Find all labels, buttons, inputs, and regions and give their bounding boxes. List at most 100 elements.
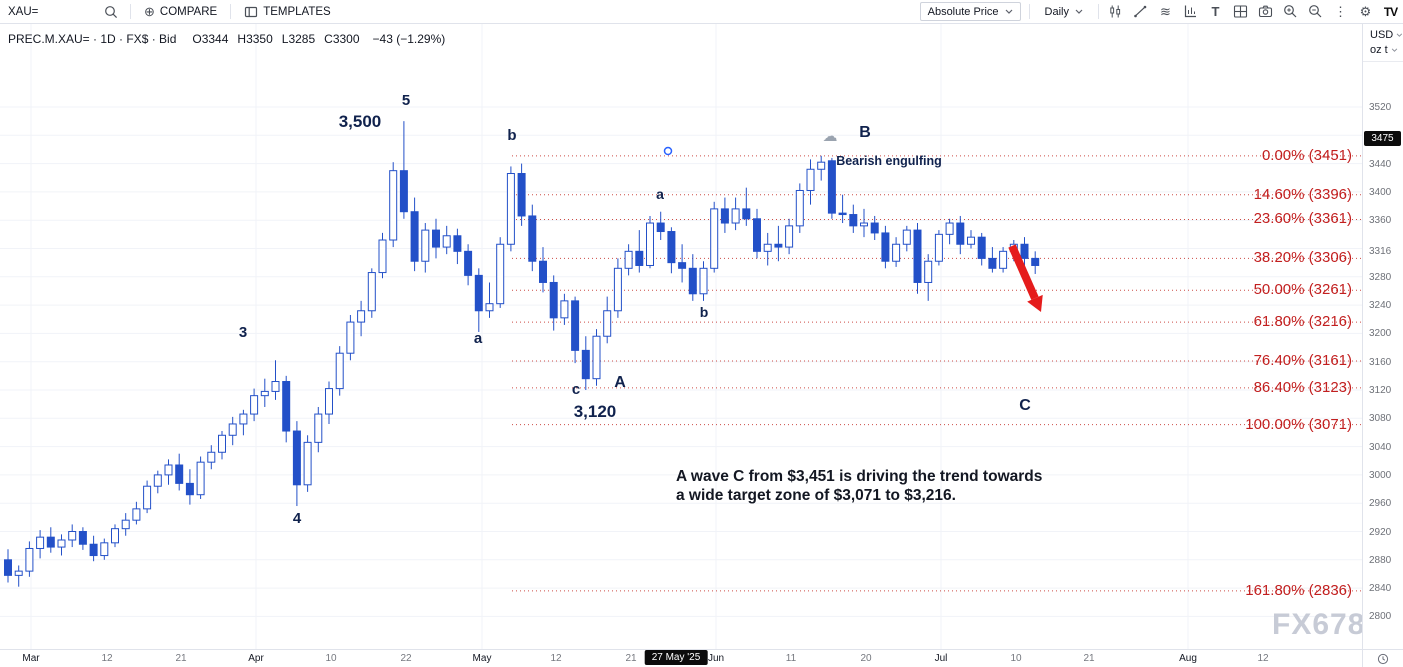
- compare-button[interactable]: ⊕ COMPARE: [135, 0, 226, 23]
- candle: [710, 208, 719, 269]
- search-icon: [104, 5, 118, 19]
- wave-labels: 3 4 5 3,500 a b c A 3,120 a b B C Bearish engulfing: [239, 92, 1031, 527]
- chevron-down-icon: [1075, 9, 1083, 14]
- price-tick: 2960: [1369, 498, 1392, 510]
- candle: [517, 173, 526, 217]
- candle: [699, 267, 708, 295]
- fib-label: 86.40% (3123): [1253, 378, 1352, 396]
- templates-button[interactable]: TEMPLATES: [235, 0, 340, 23]
- price-tick: 3200: [1369, 328, 1392, 340]
- fib-retracement[interactable]: [512, 155, 1362, 592]
- fib-label: 50.00% (3261): [1253, 281, 1352, 299]
- waves-icon[interactable]: ≋: [1160, 4, 1171, 19]
- fib-label: 38.20% (3306): [1253, 249, 1352, 267]
- trend-line-icon[interactable]: [1128, 0, 1153, 23]
- chart-main: 3 4 5 3,500 a b c A 3,120 a b B C Bearish engulfing ☁ …: [0, 24, 1403, 649]
- time-tick: 10: [325, 653, 337, 664]
- candle: [678, 262, 687, 269]
- price-mode-select[interactable]: Absolute Price: [919, 2, 1021, 21]
- interval-select[interactable]: Daily: [1038, 3, 1090, 20]
- more-options-icon[interactable]: ⋮: [1334, 4, 1347, 19]
- axis-scale-icon[interactable]: [1178, 0, 1203, 23]
- price-tick: 3000: [1369, 469, 1392, 481]
- symbol-search-value: XAU=: [8, 5, 39, 18]
- candle: [111, 528, 119, 544]
- settings-gear-icon[interactable]: ⚙: [1359, 4, 1372, 19]
- grid: [0, 24, 1362, 649]
- wave-label[interactable]: b: [507, 127, 516, 144]
- chart-area[interactable]: 3 4 5 3,500 a b c A 3,120 a b B C Bearish engulfing ☁ …: [0, 24, 1362, 649]
- candle: [78, 531, 87, 545]
- wave-label[interactable]: 3,500: [339, 112, 382, 131]
- zoom-in-icon[interactable]: [1278, 0, 1303, 23]
- candle: [774, 243, 783, 248]
- time-tick: Jun: [707, 653, 725, 664]
- zoom-out-icon[interactable]: [1303, 0, 1328, 23]
- low-value: L3285: [281, 32, 316, 46]
- candle: [785, 225, 794, 248]
- candle: [100, 542, 109, 557]
- wave-label[interactable]: c: [572, 381, 580, 398]
- wave-label[interactable]: A: [614, 374, 626, 391]
- time-tick: Aug: [1179, 653, 1197, 664]
- candle: [988, 257, 997, 269]
- fib-label: 23.60% (3361): [1253, 210, 1352, 228]
- wave-annotation-text[interactable]: A wave C from $3,451 is driving the tren…: [676, 468, 1042, 505]
- grid-layout-icon[interactable]: [1228, 0, 1253, 23]
- clock-icon[interactable]: [1377, 653, 1389, 665]
- currency-select[interactable]: USD: [1363, 27, 1403, 42]
- drawing-anchor-point[interactable]: [663, 146, 673, 156]
- candle: [881, 232, 890, 262]
- candle: [496, 243, 505, 305]
- wave-label[interactable]: 4: [293, 510, 302, 527]
- cloud-icon[interactable]: ☁: [823, 128, 838, 145]
- snapshot-icon[interactable]: [1253, 0, 1278, 23]
- open-value: O3344: [192, 32, 229, 46]
- candle: [806, 168, 815, 191]
- text-tool-icon[interactable]: T: [1211, 4, 1220, 19]
- unit-select[interactable]: oz t: [1363, 42, 1403, 57]
- candle: [4, 559, 12, 576]
- wave-label[interactable]: C: [1019, 397, 1031, 414]
- wave-label[interactable]: b: [700, 304, 709, 320]
- bearish-engulfing-callout[interactable]: Bearish engulfing: [836, 154, 942, 168]
- candle: [592, 335, 601, 380]
- compare-plus-icon: ⊕: [144, 4, 155, 19]
- toolbar-separator: [1098, 4, 1099, 19]
- close-value: C3300: [324, 32, 360, 46]
- annotation-line1: A wave C from $3,451 is driving the tren…: [676, 468, 1043, 485]
- high-value: H3350: [237, 32, 273, 46]
- crosshair-date-badge: 27 May '25: [644, 650, 708, 665]
- price-chart-canvas[interactable]: 3 4 5 3,500 a b c A 3,120 a b B C Bearish engulfing ☁: [0, 24, 1362, 649]
- wave-label[interactable]: 3,120: [574, 402, 617, 421]
- wave-label[interactable]: B: [859, 124, 871, 141]
- candle: [25, 547, 34, 572]
- time-tick: May: [472, 653, 492, 664]
- fib-label: 14.60% (3396): [1253, 185, 1352, 203]
- wave-label[interactable]: a: [474, 330, 483, 347]
- price-tick: 2840: [1369, 583, 1392, 595]
- price-tick: 3080: [1369, 413, 1392, 425]
- trend-arrow[interactable]: [1008, 244, 1039, 300]
- candle: [581, 349, 590, 380]
- tradingview-logo[interactable]: TV: [1383, 4, 1398, 19]
- wave-label[interactable]: 5: [402, 92, 410, 109]
- wave-label[interactable]: a: [656, 186, 664, 202]
- price-axis[interactable]: USD oz t 3520 3440 3400 3360 3316 3280 3240 320…: [1362, 24, 1403, 649]
- price-tick: 2880: [1369, 554, 1392, 566]
- change-value: −43 (−1.29%): [372, 32, 446, 46]
- symbol-search[interactable]: XAU=: [0, 0, 126, 23]
- candle: [442, 235, 451, 248]
- interval-value: Daily: [1044, 5, 1069, 18]
- trend-arrow-head[interactable]: [1027, 294, 1043, 312]
- time-tick: 12: [101, 653, 113, 664]
- ohlc-values: O3344 H3350 L3285 C3300 −43 (−1.29%): [192, 32, 445, 46]
- candlestick-chart-icon[interactable]: [1103, 0, 1128, 23]
- candle: [860, 222, 868, 227]
- wave-label[interactable]: 3: [239, 324, 247, 341]
- price-tick: 3360: [1369, 215, 1392, 227]
- time-tick: 21: [625, 653, 637, 664]
- time-axis[interactable]: Mar 12 21 Apr 10 22 May 12 21 Jun 11 20 Jul 10 21 Aug 12…: [0, 649, 1403, 667]
- symbol-description[interactable]: PREC.M.XAU= · 1D · FX$ · Bid: [8, 32, 177, 46]
- candle: [817, 161, 826, 170]
